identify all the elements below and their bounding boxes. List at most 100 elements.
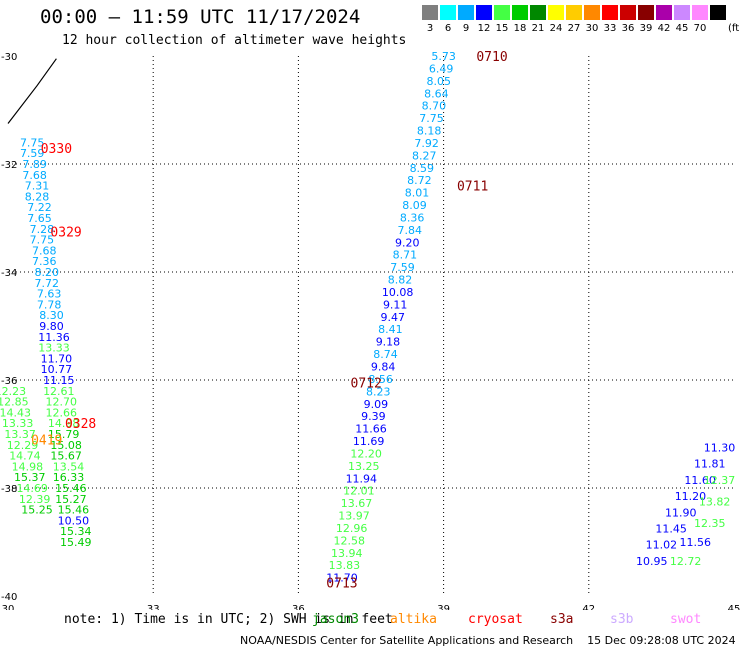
legend-swatch — [566, 5, 582, 20]
wave-height-label: 13.94 — [331, 547, 363, 560]
wave-height-label: 15.49 — [60, 536, 92, 549]
wave-height-label: 12.35 — [694, 517, 726, 530]
wave-height-label: 14.98 — [48, 417, 80, 430]
wave-height-label: 11.70 — [326, 572, 358, 585]
wave-height-label: 16.33 — [53, 471, 85, 484]
wave-height-label: 9.80 — [39, 320, 64, 333]
wave-height-label: 11.30 — [704, 442, 736, 455]
y-tick-label: -38 — [1, 484, 17, 495]
credit-line: NOAA/NESDIS Center for Satellite Applica… — [240, 634, 736, 647]
legend-unit: (ft) — [728, 23, 740, 34]
wave-height-label: 9.39 — [361, 410, 386, 423]
wave-height-label: 7.92 — [414, 137, 439, 150]
wave-height-label: 12.85 — [0, 396, 29, 409]
wave-height-label: 11.66 — [355, 423, 387, 436]
wave-height-label: 15.79 — [48, 428, 80, 441]
legend-swatch — [584, 5, 600, 20]
pass-time-label: 0711 — [457, 180, 488, 195]
wave-height-label: 12.70 — [45, 396, 77, 409]
x-tick-label: 39 — [437, 604, 450, 610]
legend-label: 39 — [639, 23, 653, 34]
wave-height-label: 12.29 — [7, 439, 39, 452]
pass-time-label: 0713 — [326, 577, 357, 592]
legend-label: 9 — [462, 23, 470, 34]
footnote: note: 1) Time is in UTC; 2) SWH is in fe… — [64, 612, 393, 627]
chart-subtitle: 12 hour collection of altimeter wave hei… — [62, 33, 407, 48]
wave-height-label: 7.89 — [22, 158, 47, 171]
wave-height-label: 7.78 — [37, 298, 62, 311]
wave-height-label: 8.23 — [366, 385, 391, 398]
wave-height-label: 11.94 — [346, 472, 378, 485]
legend-swatch — [638, 5, 654, 20]
wave-height-label: 8.28 — [25, 190, 50, 203]
wave-height-label: 15.25 — [21, 504, 53, 517]
wave-height-label: 8.09 — [402, 199, 427, 212]
wave-height-label: 15.46 — [58, 504, 90, 517]
legend-label: 6 — [444, 23, 452, 34]
wave-height-label: 8.72 — [407, 174, 432, 187]
y-tick-label: -34 — [1, 268, 17, 279]
wave-height-label: 10.08 — [382, 286, 414, 299]
wave-height-label: 13.82 — [699, 496, 731, 509]
satellite-label-altika: altika — [390, 612, 437, 627]
wave-height-label: 13.83 — [329, 559, 361, 572]
wave-height-label: 15.37 — [14, 471, 46, 484]
legend-label: 18 — [513, 23, 527, 34]
wave-height-label: 8.01 — [405, 187, 430, 200]
wave-height-label: 12.20 — [350, 447, 382, 460]
wave-height-label: 14.74 — [9, 450, 41, 463]
wave-height-label: 10.95 — [636, 555, 668, 568]
legend-label: 15 — [495, 23, 509, 34]
wave-height-label: 15.08 — [50, 439, 82, 452]
wave-height-label: 13.37 — [4, 428, 36, 441]
pass-time-label: 0330 — [41, 142, 72, 157]
wave-height-label: 9.11 — [383, 298, 408, 311]
wave-height-label: 15.46 — [55, 482, 87, 495]
wave-height-label: 13.54 — [53, 460, 85, 473]
pass-time-label: 0329 — [50, 226, 81, 241]
wave-height-label: 9.18 — [376, 336, 401, 349]
wave-height-label: 11.81 — [694, 458, 726, 471]
wave-height-label: 7.59 — [390, 261, 415, 274]
legend-label: 33 — [603, 23, 617, 34]
wave-height-label: 12.96 — [336, 522, 368, 535]
wave-height-label: 8.64 — [424, 87, 449, 100]
legend-swatch — [620, 5, 636, 20]
wave-height-label: 10.77 — [41, 363, 73, 376]
x-tick-label: 30 — [2, 604, 15, 610]
wave-height-label: 11.15 — [43, 374, 75, 387]
wave-height-label: 8.05 — [427, 75, 452, 88]
chart-title: 00:00 – 11:59 UTC 11/17/2024 — [40, 6, 361, 28]
wave-height-label: 8.30 — [39, 309, 64, 322]
satellite-label-swot: swot — [670, 612, 702, 627]
wave-height-label: 9.84 — [371, 361, 396, 374]
legend-swatch — [458, 5, 474, 20]
wave-height-label: 8.71 — [393, 249, 418, 262]
wave-height-label: 8.27 — [412, 149, 437, 162]
legend-swatch — [656, 5, 672, 20]
wave-height-label: 8.41 — [378, 323, 403, 336]
legend-swatch — [674, 5, 690, 20]
wave-height-label: 11.56 — [680, 536, 712, 549]
legend-label: 3 — [426, 23, 434, 34]
y-tick-label: -30 — [1, 52, 17, 63]
wave-height-label: 15.34 — [60, 525, 92, 538]
y-tick-label: -40 — [1, 592, 17, 603]
legend-label: 12 — [477, 23, 491, 34]
wave-height-label: 7.65 — [27, 212, 52, 225]
altimeter-map: 30 33 36 39 42 45-30-32-34-36-38-405.736.498.… — [0, 50, 740, 610]
wave-height-label: 11.45 — [655, 523, 687, 536]
legend-swatch — [512, 5, 528, 20]
wave-height-label: 8.74 — [373, 348, 398, 361]
wave-height-label: 12.01 — [343, 485, 375, 498]
wave-height-label: 13.67 — [341, 497, 373, 510]
wave-height-label: 8.59 — [410, 162, 435, 175]
legend-label: 45 — [675, 23, 689, 34]
legend-swatch — [692, 5, 708, 20]
wave-height-label: 12.58 — [333, 534, 365, 547]
wave-height-label: 10.50 — [58, 514, 90, 527]
wave-height-label: 8.82 — [388, 274, 413, 287]
legend-swatch — [530, 5, 546, 20]
wave-height-label: 15.67 — [50, 450, 82, 463]
x-tick-label: 33 — [147, 604, 160, 610]
